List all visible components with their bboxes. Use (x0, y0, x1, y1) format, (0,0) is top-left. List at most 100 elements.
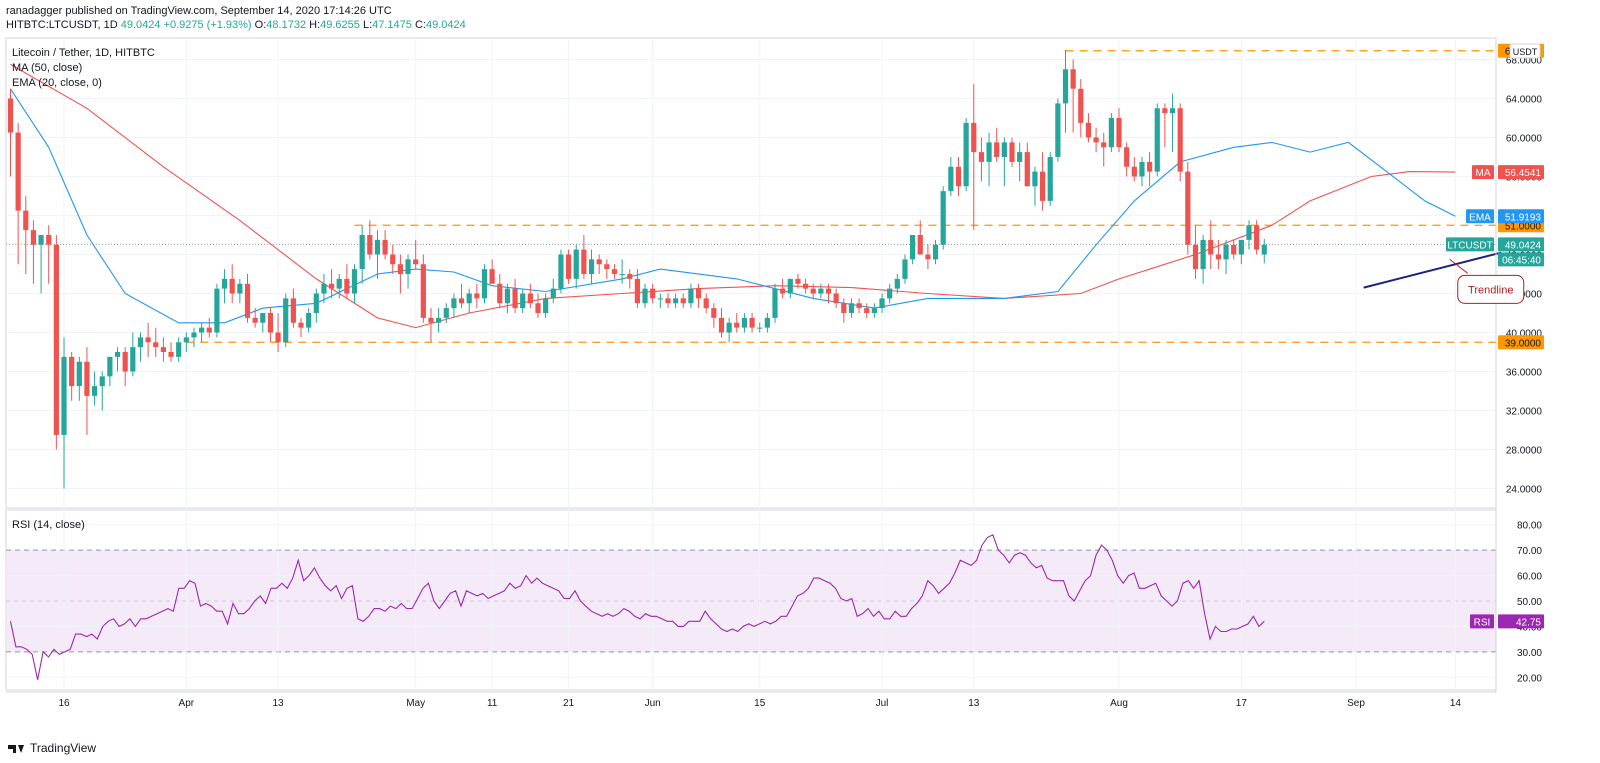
rsi-tick-label: 20.00 (1517, 673, 1542, 684)
candle-body (374, 239, 381, 255)
candle-body (810, 288, 816, 294)
candle-body (1024, 152, 1030, 187)
price-tick-label: 40.0000 (1506, 329, 1543, 340)
candle-body (871, 308, 877, 313)
candle-body (833, 293, 839, 304)
x-tick-label: May (406, 698, 425, 709)
x-tick-label: 17 (1236, 698, 1248, 709)
candle-body (405, 259, 411, 274)
candle-body (680, 298, 686, 304)
candle-body (1169, 108, 1176, 114)
candle-body (1093, 137, 1099, 143)
candle-body (1162, 108, 1168, 114)
candle-body (1001, 142, 1007, 157)
candle-body (848, 303, 855, 313)
candle-body (176, 342, 182, 357)
candle-body (1147, 161, 1153, 172)
candle-body (932, 244, 939, 260)
annotation-text: Trendline (1468, 284, 1513, 296)
candle-body (1124, 147, 1130, 167)
candle-body (527, 293, 533, 304)
x-tick-label: 11 (487, 698, 498, 709)
candle-body (53, 244, 59, 435)
low-value: 47.1475 (372, 19, 412, 31)
candle-body (695, 288, 702, 299)
price-tick-label: 60.0000 (1506, 134, 1543, 145)
candle-body (328, 283, 335, 289)
candle-body (1215, 254, 1222, 260)
candle-body (917, 235, 923, 255)
level-badge (1498, 335, 1544, 350)
candle-body (443, 308, 449, 318)
candle-body (650, 288, 656, 299)
ma-legend: MA (50, close) (12, 62, 82, 74)
candle-body (1078, 88, 1084, 123)
rsi-tag (1470, 614, 1494, 629)
candle-body (191, 332, 197, 338)
candle-body (802, 283, 809, 289)
symbol-tag (1446, 237, 1494, 252)
rsi-line (9, 534, 1265, 680)
candle-body (382, 239, 388, 255)
ma-tag-text: MA (1476, 168, 1491, 179)
candle-body (1192, 244, 1199, 270)
candle-body (76, 361, 82, 387)
candle-body (130, 347, 136, 372)
candle-body (107, 356, 113, 377)
price-badge (1498, 237, 1544, 252)
countdown-badge (1498, 252, 1544, 267)
tradingview-footer[interactable]: TradingView (8, 741, 96, 755)
annotation-callout (1457, 274, 1525, 304)
candle-body (825, 288, 832, 294)
candle-body (520, 293, 526, 309)
candle-body (114, 352, 121, 357)
tradingview-brand: TradingView (30, 741, 97, 755)
trendline (1363, 251, 1502, 289)
candle-body (160, 347, 166, 352)
x-tick-label: Jul (876, 698, 889, 709)
candle-body (1261, 244, 1267, 255)
symbol-label: HITBTC:LTCUSDT, 1D (6, 19, 118, 31)
candle-body (137, 337, 144, 348)
ema-tag-text: EMA (1469, 212, 1491, 223)
ema-legend: EMA (20, close, 0) (12, 77, 102, 89)
candle-body (604, 264, 610, 270)
candle-body (657, 298, 663, 300)
x-tick-label: Aug (1110, 698, 1128, 709)
candle-body (489, 269, 495, 284)
candle-body (229, 278, 235, 294)
level-badge-text: 51.0000 (1505, 221, 1542, 232)
x-tick-label: 13 (968, 698, 980, 709)
candle-body (1085, 122, 1092, 138)
candle-body (994, 142, 1000, 157)
candle-body (971, 122, 977, 153)
candle-body (7, 98, 14, 133)
candle-body (948, 166, 954, 192)
x-tick-label: 16 (58, 698, 70, 709)
candle-body (1200, 239, 1206, 270)
candle-body (902, 259, 908, 279)
candle-body (451, 298, 457, 309)
candle-body (1238, 239, 1244, 255)
rsi-value-badge-text: 42.75 (1516, 617, 1541, 628)
candle-body (199, 327, 205, 333)
candle-body (481, 269, 488, 299)
low-label: L: (362, 19, 373, 31)
candle-body (1139, 161, 1145, 177)
candle-body (30, 230, 37, 245)
candle-body (718, 317, 725, 333)
candle-body (306, 313, 312, 328)
open-value: 48.1732 (266, 19, 307, 31)
candle-body (925, 254, 931, 260)
price-pane (5, 37, 1497, 509)
candle-body (206, 327, 212, 333)
candle-body (596, 259, 602, 265)
candle-body (550, 288, 556, 299)
candle-body (963, 122, 969, 187)
candle-body (1254, 225, 1260, 250)
rsi-tick-label: 80.00 (1517, 521, 1542, 532)
candle-body (1047, 157, 1053, 201)
candle-body (290, 298, 296, 323)
candle-body (38, 235, 44, 245)
